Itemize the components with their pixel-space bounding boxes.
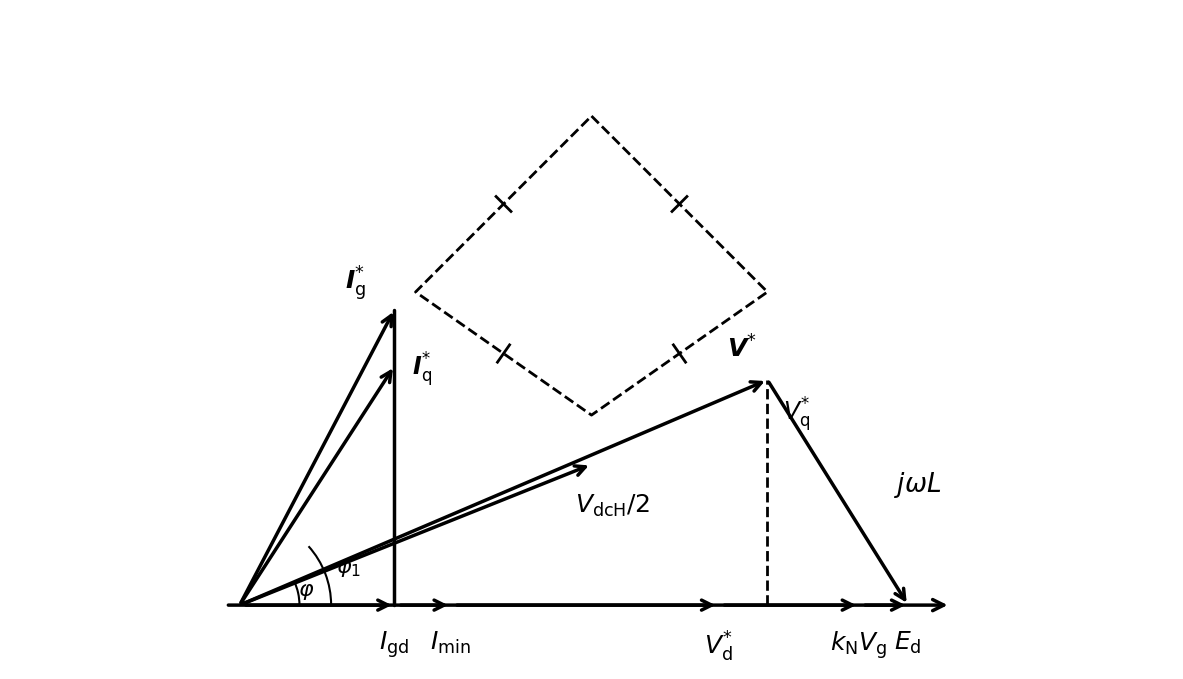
Text: $\boldsymbol{V}^{*}$: $\boldsymbol{V}^{*}$	[728, 335, 757, 363]
Text: $k_{\mathrm{N}}V_{\mathrm{g}}$: $k_{\mathrm{N}}V_{\mathrm{g}}$	[830, 629, 887, 661]
Text: $V_{\mathrm{dcH}}/2$: $V_{\mathrm{dcH}}/2$	[575, 492, 649, 519]
Text: $I_{\mathrm{min}}$: $I_{\mathrm{min}}$	[431, 629, 471, 656]
Text: $j\omega L$: $j\omega L$	[894, 471, 942, 500]
Text: $\varphi$: $\varphi$	[298, 583, 315, 602]
Text: $V_{\mathrm{q}}^{*}$: $V_{\mathrm{q}}^{*}$	[783, 396, 810, 435]
Text: $V_{\mathrm{d}}^{*}$: $V_{\mathrm{d}}^{*}$	[704, 629, 732, 664]
Text: $\varphi_1$: $\varphi_1$	[336, 559, 361, 579]
Text: $\boldsymbol{I}_{\mathrm{q}}^{*}$: $\boldsymbol{I}_{\mathrm{q}}^{*}$	[412, 350, 432, 388]
Text: $\boldsymbol{I}_{\mathrm{g}}^{*}$: $\boldsymbol{I}_{\mathrm{g}}^{*}$	[345, 264, 367, 303]
Text: $I_{\mathrm{gd}}$: $I_{\mathrm{gd}}$	[380, 629, 409, 661]
Text: $E_{\mathrm{d}}$: $E_{\mathrm{d}}$	[894, 629, 922, 656]
